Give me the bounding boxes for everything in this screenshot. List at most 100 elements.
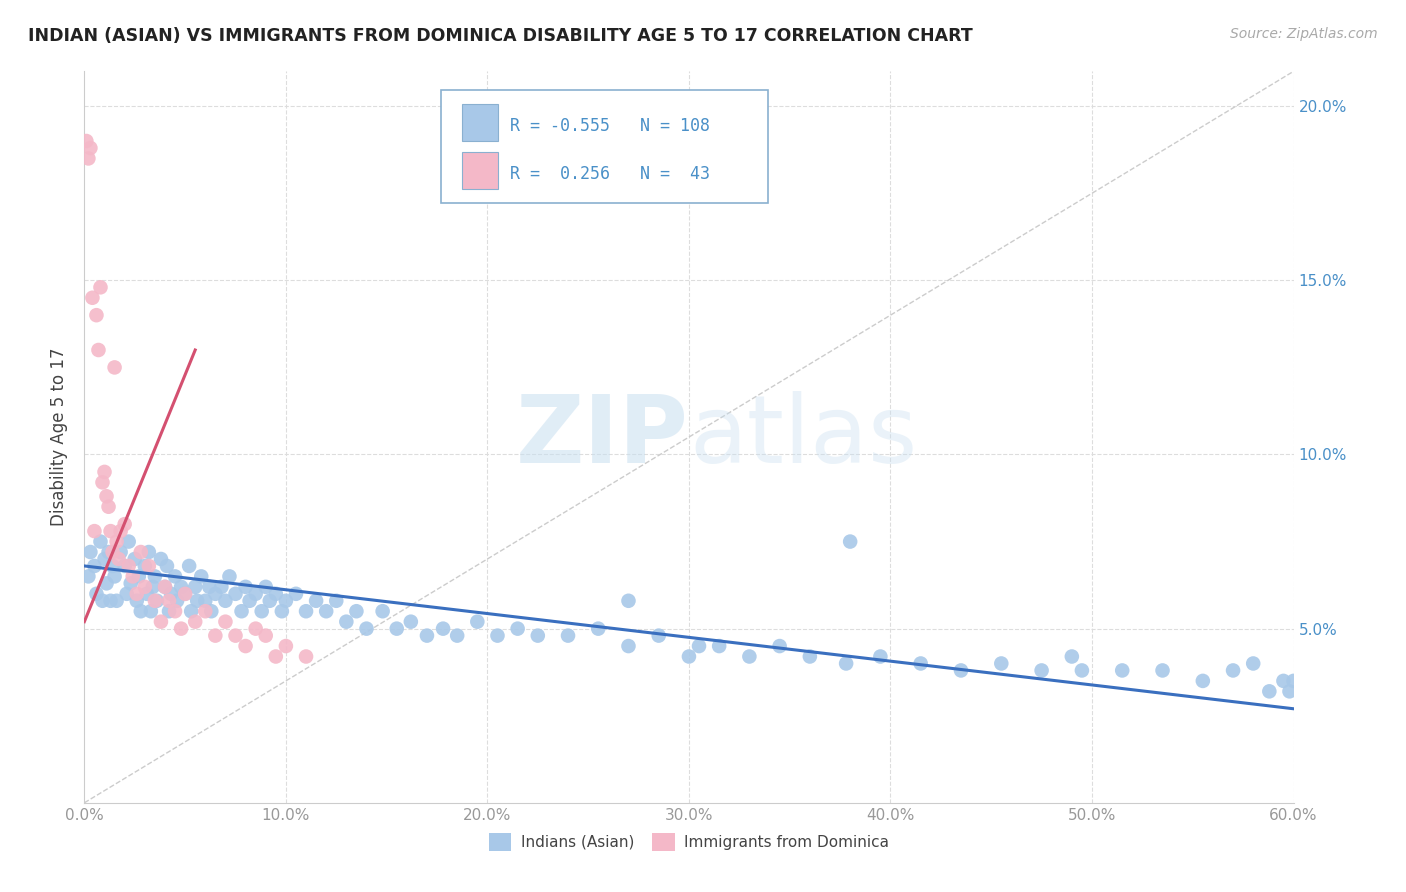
Point	[869, 649, 891, 664]
Point	[799, 649, 821, 664]
Point	[157, 594, 180, 608]
Point	[1282, 673, 1305, 688]
Point	[93, 465, 115, 479]
Point	[527, 629, 550, 643]
Legend: Indians (Asian), Immigrants from Dominica: Indians (Asian), Immigrants from Dominic…	[482, 827, 896, 857]
Point	[115, 587, 138, 601]
Point	[1031, 664, 1053, 678]
Point	[467, 615, 489, 629]
Point	[77, 152, 100, 166]
Point	[346, 604, 368, 618]
Point	[1278, 684, 1301, 698]
Point	[79, 545, 101, 559]
Point	[190, 569, 212, 583]
Text: R = -0.555   N = 108: R = -0.555 N = 108	[510, 117, 710, 136]
Bar	[461, 153, 498, 189]
Point	[110, 545, 132, 559]
Point	[617, 639, 640, 653]
Text: INDIAN (ASIAN) VS IMMIGRANTS FROM DOMINICA DISABILITY AGE 5 TO 17 CORRELATION CH: INDIAN (ASIAN) VS IMMIGRANTS FROM DOMINI…	[28, 27, 973, 45]
Point	[107, 552, 129, 566]
FancyBboxPatch shape	[441, 90, 768, 203]
Point	[128, 569, 150, 583]
Point	[225, 587, 247, 601]
Point	[179, 558, 201, 573]
Point	[146, 594, 169, 608]
Point	[295, 649, 318, 664]
Point	[325, 594, 347, 608]
Point	[86, 587, 108, 601]
Point	[198, 580, 221, 594]
Point	[100, 594, 122, 608]
Point	[142, 580, 165, 594]
Point	[1071, 664, 1094, 678]
Point	[139, 604, 162, 618]
Point	[89, 534, 111, 549]
Point	[678, 649, 700, 664]
Text: ZIP: ZIP	[516, 391, 689, 483]
Point	[105, 534, 128, 549]
Point	[134, 580, 156, 594]
Point	[143, 569, 166, 583]
Point	[839, 534, 862, 549]
Point	[285, 587, 308, 601]
Point	[1241, 657, 1264, 671]
Point	[83, 558, 105, 573]
Point	[89, 280, 111, 294]
Point	[385, 622, 408, 636]
Text: atlas: atlas	[689, 391, 917, 483]
Point	[83, 524, 105, 538]
Point	[1272, 673, 1295, 688]
Point	[769, 639, 792, 653]
Point	[97, 545, 120, 559]
Point	[588, 622, 610, 636]
Point	[254, 580, 277, 594]
Point	[274, 594, 297, 608]
Point	[82, 291, 104, 305]
Point	[506, 622, 529, 636]
Point	[104, 360, 127, 375]
Point	[96, 576, 118, 591]
Point	[96, 489, 118, 503]
Text: R =  0.256   N =  43: R = 0.256 N = 43	[510, 165, 710, 183]
Point	[129, 604, 152, 618]
Point	[186, 594, 208, 608]
Point	[77, 569, 100, 583]
Point	[239, 594, 262, 608]
Point	[184, 580, 207, 594]
Point	[165, 604, 187, 618]
Point	[235, 580, 257, 594]
Point	[149, 552, 172, 566]
Point	[165, 569, 187, 583]
Point	[114, 517, 136, 532]
Point	[194, 604, 217, 618]
Point	[231, 604, 253, 618]
Point	[274, 639, 297, 653]
Point	[214, 594, 236, 608]
Point	[153, 580, 176, 594]
Point	[617, 594, 640, 608]
Point	[1060, 649, 1083, 664]
Point	[557, 629, 579, 643]
Point	[738, 649, 761, 664]
Point	[125, 594, 148, 608]
Y-axis label: Disability Age 5 to 17: Disability Age 5 to 17	[51, 348, 69, 526]
Point	[87, 343, 110, 357]
Point	[121, 569, 143, 583]
Point	[180, 604, 202, 618]
Point	[118, 534, 141, 549]
Point	[910, 657, 932, 671]
Point	[114, 558, 136, 573]
Point	[100, 524, 122, 538]
Point	[160, 587, 183, 601]
Point	[194, 594, 217, 608]
Point	[200, 604, 222, 618]
Point	[254, 629, 277, 643]
Point	[245, 587, 267, 601]
Point	[79, 141, 101, 155]
Point	[416, 629, 439, 643]
Point	[129, 545, 152, 559]
Point	[990, 657, 1012, 671]
Point	[174, 587, 197, 601]
Point	[138, 558, 160, 573]
Point	[709, 639, 731, 653]
